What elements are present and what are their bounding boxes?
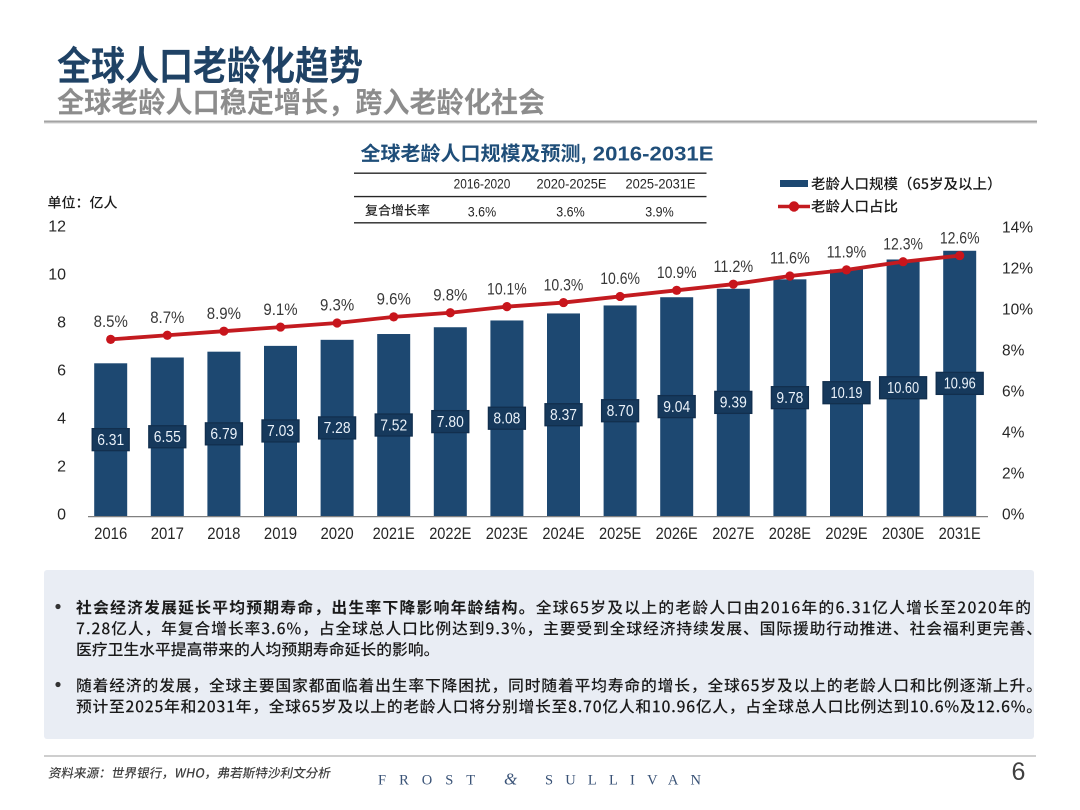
svg-text:2019: 2019 [264,525,297,543]
svg-text:7.28: 7.28 [324,420,351,437]
svg-text:6: 6 [1012,758,1026,786]
svg-text:10.9%: 10.9% [657,263,697,282]
svg-text:2023E: 2023E [486,525,528,543]
svg-text:7.52: 7.52 [380,417,407,434]
svg-text:3.9%: 3.9% [645,204,673,220]
svg-text:2%: 2% [1002,465,1025,482]
svg-text:10.1%: 10.1% [487,279,527,298]
svg-text:9.8%: 9.8% [433,285,467,304]
svg-text:2016: 2016 [94,525,127,543]
svg-text:2016-2020: 2016-2020 [454,176,511,191]
svg-text:11.2%: 11.2% [713,257,753,276]
svg-text:FROST: FROST [378,773,488,789]
svg-text:7.03: 7.03 [267,423,294,440]
svg-text:8.08: 8.08 [493,411,520,428]
svg-text:4%: 4% [1002,424,1025,441]
svg-text:8.7%: 8.7% [150,308,184,327]
svg-text:10%: 10% [1002,301,1033,318]
svg-text:2: 2 [57,459,66,476]
svg-text:10.60: 10.60 [887,380,919,397]
svg-text:11.9%: 11.9% [827,243,867,262]
svg-text:12%: 12% [1002,260,1033,277]
svg-text:2024E: 2024E [542,525,584,543]
svg-text:6.31: 6.31 [97,432,124,449]
svg-text:10.96: 10.96 [944,376,976,393]
svg-text:10: 10 [48,267,66,284]
svg-text:11.6%: 11.6% [770,249,810,268]
svg-text:10.19: 10.19 [831,385,863,402]
svg-text:2028E: 2028E [769,525,811,543]
svg-text:9.78: 9.78 [776,390,803,407]
svg-text:, 2016-2031E: , 2016-2031E [581,144,714,166]
svg-text:2017: 2017 [151,525,184,543]
svg-text:7.80: 7.80 [437,414,464,431]
svg-text:9.6%: 9.6% [377,290,411,309]
svg-text:6.55: 6.55 [154,429,181,446]
svg-text:2025-2031E: 2025-2031E [626,176,696,191]
svg-text:9.3%: 9.3% [320,296,354,315]
svg-text:8.5%: 8.5% [94,312,128,331]
svg-text:2025E: 2025E [599,525,641,543]
svg-text:0%: 0% [1002,506,1025,523]
svg-text:0: 0 [57,507,66,524]
svg-text:8.70: 8.70 [607,403,634,420]
svg-text:9.1%: 9.1% [263,300,297,319]
svg-text:9.39: 9.39 [720,395,747,412]
svg-text:2020: 2020 [321,525,354,543]
svg-text:2029E: 2029E [825,525,867,543]
svg-text:8.9%: 8.9% [207,304,241,323]
svg-text:12.3%: 12.3% [883,234,923,253]
svg-text:14%: 14% [1002,219,1033,236]
svg-text:2022E: 2022E [429,525,471,543]
svg-text:12: 12 [48,219,66,236]
svg-text:4: 4 [57,411,66,428]
svg-text:2027E: 2027E [712,525,754,543]
svg-text:10.6%: 10.6% [600,269,640,288]
svg-text:2031E: 2031E [939,525,981,543]
svg-text:SULLIVAN: SULLIVAN [545,773,713,789]
svg-text:&: & [504,770,518,789]
svg-text:3.6%: 3.6% [468,204,496,220]
svg-text:2026E: 2026E [656,525,698,543]
svg-text:9.04: 9.04 [663,399,690,416]
svg-text:8: 8 [57,315,66,332]
svg-text:2018: 2018 [207,525,240,543]
svg-text:8%: 8% [1002,342,1025,359]
svg-text:2020-2025E: 2020-2025E [537,176,607,191]
svg-text:6.79: 6.79 [210,426,237,443]
svg-text:6%: 6% [1002,383,1025,400]
svg-text:8.37: 8.37 [550,407,577,424]
svg-text:2021E: 2021E [373,525,415,543]
svg-text:3.6%: 3.6% [556,204,584,220]
svg-text:12.6%: 12.6% [940,228,980,247]
svg-text:2030E: 2030E [882,525,924,543]
svg-text:6: 6 [57,363,66,380]
svg-text:10.3%: 10.3% [544,275,584,294]
